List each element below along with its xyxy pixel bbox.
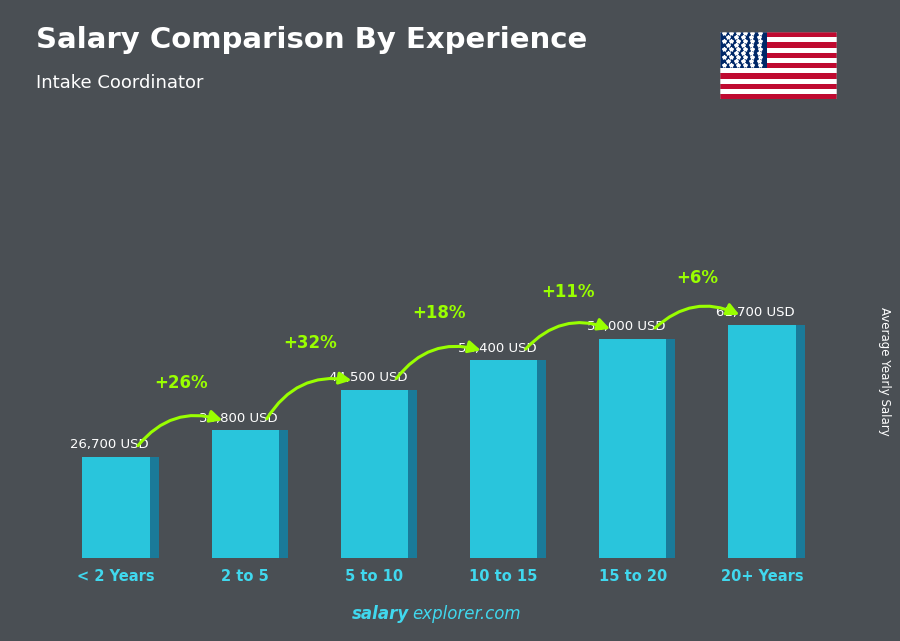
Text: 44,500 USD: 44,500 USD: [328, 371, 408, 384]
Polygon shape: [279, 430, 288, 558]
Text: Intake Coordinator: Intake Coordinator: [36, 74, 203, 92]
Polygon shape: [83, 457, 149, 558]
Text: 58,000 USD: 58,000 USD: [587, 320, 666, 333]
Text: +6%: +6%: [677, 269, 718, 287]
Polygon shape: [537, 360, 546, 558]
Polygon shape: [408, 390, 417, 558]
Bar: [720, 63, 837, 69]
Polygon shape: [667, 339, 676, 558]
Text: Salary Comparison By Experience: Salary Comparison By Experience: [36, 26, 587, 54]
Bar: [720, 47, 837, 53]
Text: explorer.com: explorer.com: [412, 605, 521, 623]
Polygon shape: [599, 339, 667, 558]
Polygon shape: [728, 326, 796, 558]
Text: +18%: +18%: [412, 304, 466, 322]
Polygon shape: [796, 326, 805, 558]
Text: 26,700 USD: 26,700 USD: [70, 438, 148, 451]
Bar: [720, 94, 837, 99]
Bar: [720, 37, 837, 42]
Bar: [720, 58, 837, 63]
Bar: [720, 53, 837, 58]
Polygon shape: [341, 390, 408, 558]
Bar: [720, 69, 837, 74]
Bar: [720, 32, 837, 37]
Text: salary: salary: [352, 605, 410, 623]
Text: 61,700 USD: 61,700 USD: [716, 306, 795, 319]
Bar: [720, 32, 767, 69]
Bar: [720, 84, 837, 89]
Text: +32%: +32%: [283, 334, 337, 352]
Text: 52,400 USD: 52,400 USD: [458, 342, 536, 354]
Bar: [720, 79, 837, 84]
Text: +11%: +11%: [542, 283, 595, 301]
Polygon shape: [149, 457, 158, 558]
Text: +26%: +26%: [154, 374, 208, 392]
Bar: [720, 74, 837, 79]
Bar: [720, 42, 837, 47]
Polygon shape: [212, 430, 279, 558]
Text: Average Yearly Salary: Average Yearly Salary: [878, 308, 890, 436]
Polygon shape: [470, 360, 537, 558]
Bar: [720, 89, 837, 94]
Text: 33,800 USD: 33,800 USD: [200, 412, 278, 424]
